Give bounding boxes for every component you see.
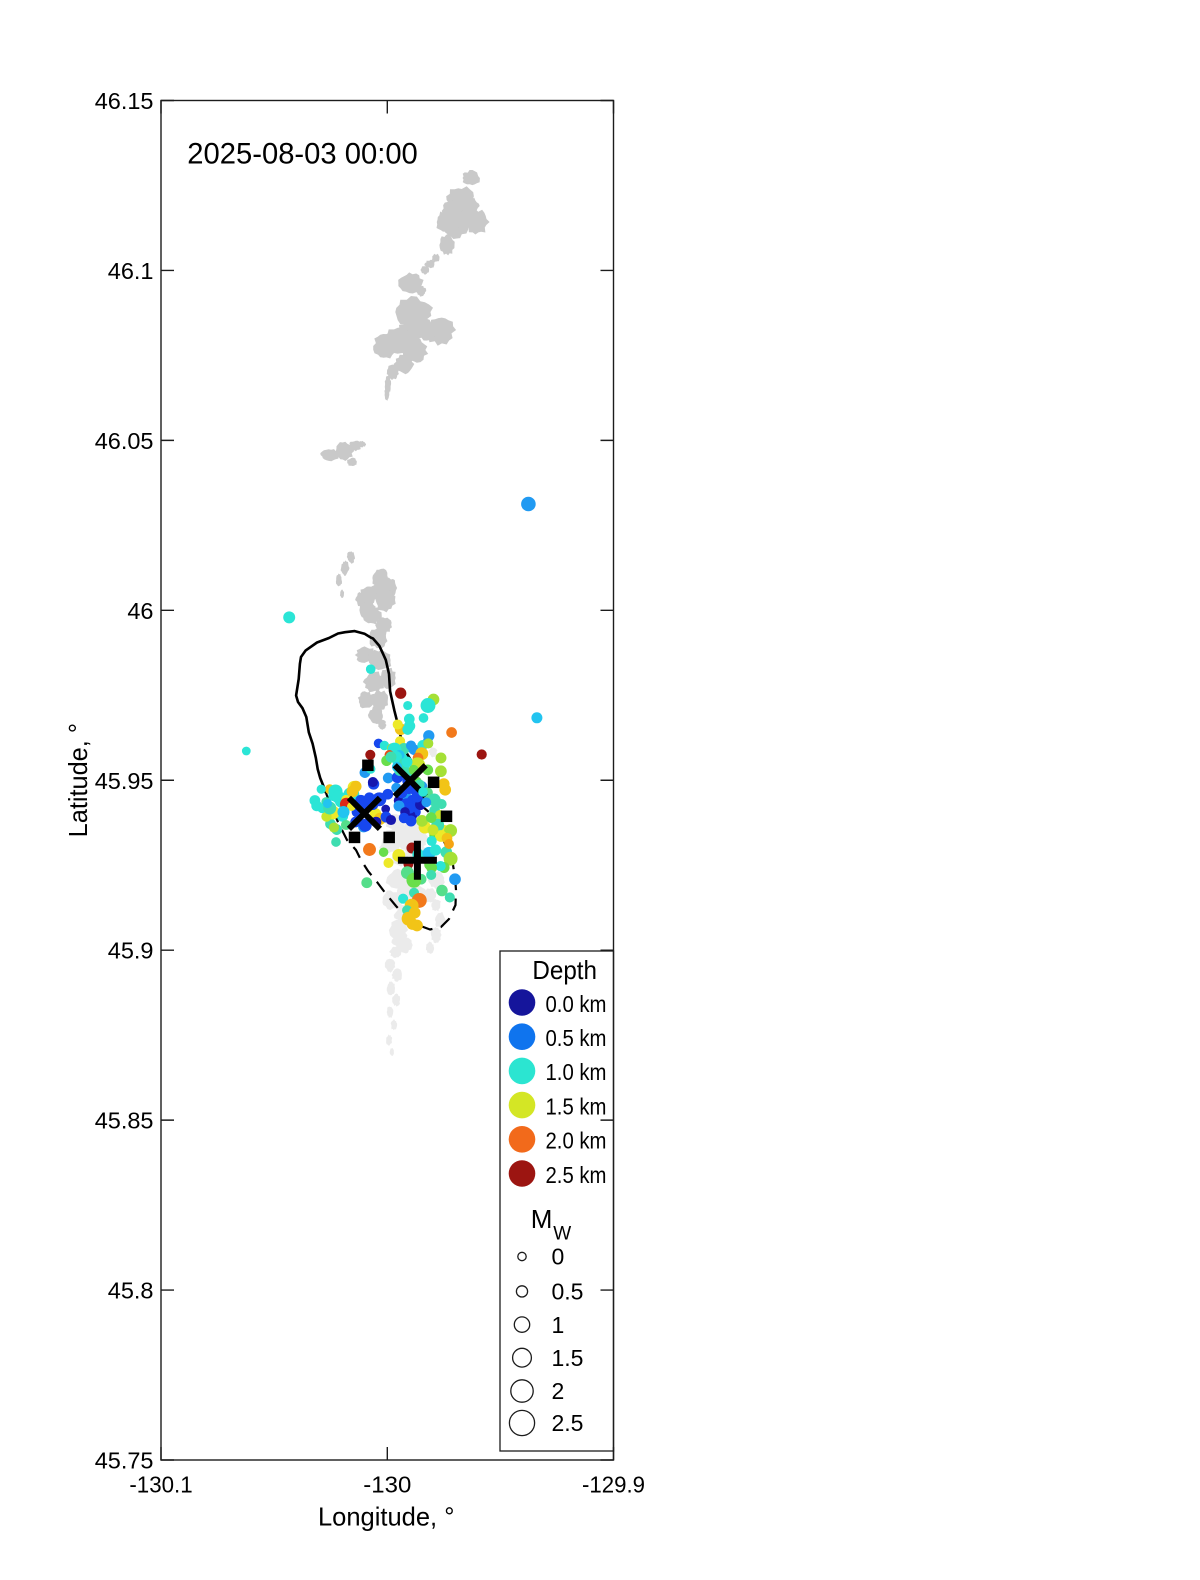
svg-text:0.5 km: 0.5 km <box>546 1025 607 1051</box>
svg-text:2: 2 <box>552 1378 565 1404</box>
svg-text:2.5: 2.5 <box>552 1410 584 1436</box>
svg-text:M: M <box>531 1204 553 1234</box>
svg-text:-130.1: -130.1 <box>129 1472 192 1498</box>
svg-text:Depth: Depth <box>532 955 597 985</box>
svg-text:45.9: 45.9 <box>108 938 154 964</box>
svg-text:46: 46 <box>127 598 153 624</box>
svg-text:Latitude, °: Latitude, ° <box>63 723 93 837</box>
svg-text:2025-08-03 00:00: 2025-08-03 00:00 <box>187 138 417 171</box>
svg-text:0: 0 <box>552 1244 565 1270</box>
svg-text:0.0 km: 0.0 km <box>546 991 607 1017</box>
svg-text:Longitude, °: Longitude, ° <box>318 1502 455 1532</box>
svg-text:46.15: 46.15 <box>95 88 154 114</box>
svg-text:-129.9: -129.9 <box>582 1472 645 1498</box>
svg-text:1.5: 1.5 <box>552 1345 584 1371</box>
svg-text:-130: -130 <box>363 1472 411 1498</box>
svg-text:1: 1 <box>552 1312 565 1338</box>
svg-text:45.85: 45.85 <box>95 1108 154 1134</box>
svg-text:1.0 km: 1.0 km <box>546 1059 607 1085</box>
svg-text:45.8: 45.8 <box>108 1278 154 1304</box>
svg-text:45.95: 45.95 <box>95 768 154 794</box>
svg-text:1.5 km: 1.5 km <box>546 1093 607 1119</box>
svg-text:2.5 km: 2.5 km <box>546 1162 607 1188</box>
svg-text:45.75: 45.75 <box>95 1448 154 1474</box>
svg-text:W: W <box>553 1224 571 1245</box>
svg-text:46.1: 46.1 <box>108 258 154 284</box>
svg-text:46.05: 46.05 <box>95 428 154 454</box>
svg-text:2.0 km: 2.0 km <box>546 1128 607 1154</box>
svg-text:0.5: 0.5 <box>552 1279 584 1305</box>
